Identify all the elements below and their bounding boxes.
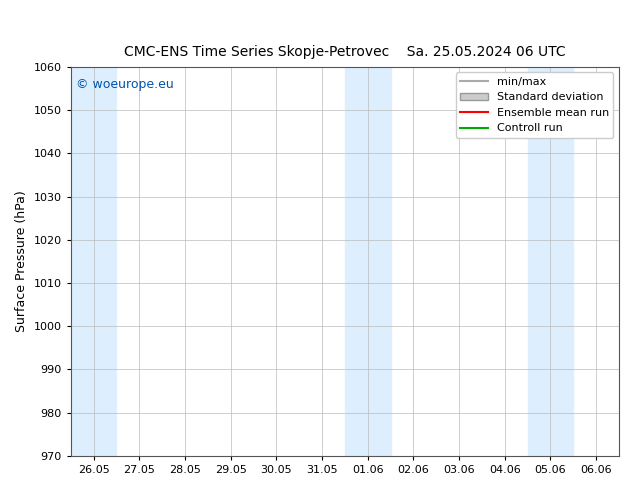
Bar — [345, 67, 391, 456]
Title: CMC-ENS Time Series Skopje-Petrovec    Sa. 25.05.2024 06 UTC: CMC-ENS Time Series Skopje-Petrovec Sa. … — [124, 45, 566, 59]
Text: © woeurope.eu: © woeurope.eu — [76, 78, 174, 92]
Legend: min/max, Standard deviation, Ensemble mean run, Controll run: min/max, Standard deviation, Ensemble me… — [456, 73, 614, 138]
Bar — [527, 67, 573, 456]
Y-axis label: Surface Pressure (hPa): Surface Pressure (hPa) — [15, 191, 28, 332]
Bar — [71, 67, 117, 456]
